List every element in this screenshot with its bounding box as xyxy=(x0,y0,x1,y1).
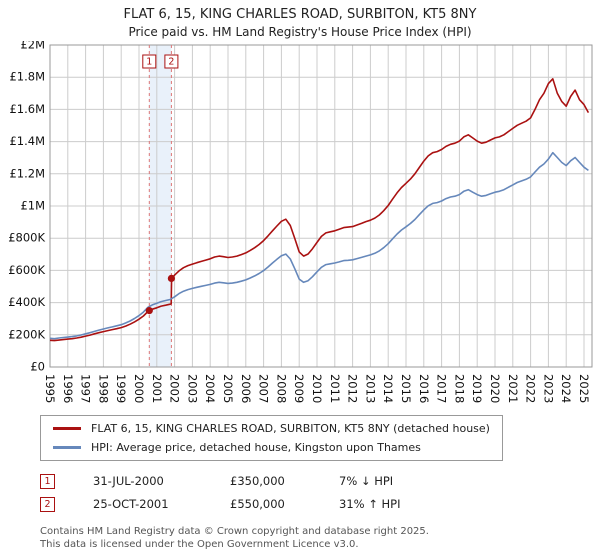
x-tick-label: 2016 xyxy=(417,374,431,403)
page-subtitle: Price paid vs. HM Land Registry's House … xyxy=(128,25,472,40)
y-tick-label: £600K xyxy=(8,263,45,277)
x-tick-label: 2004 xyxy=(203,374,217,403)
y-tick-label: £400K xyxy=(8,295,45,309)
y-tick-label: £200K xyxy=(8,327,45,341)
transaction-1-hpi-delta: 7% ↓ HPI xyxy=(339,474,394,489)
transaction-2-price: £550,000 xyxy=(230,497,285,512)
x-tick-label: 2021 xyxy=(506,374,520,403)
transaction-2-date: 25-OCT-2001 xyxy=(93,497,169,512)
x-tick-label: 2000 xyxy=(132,374,146,403)
x-tick-label: 2002 xyxy=(168,374,182,403)
y-tick-label: £1.4M xyxy=(9,134,45,148)
series-line-1 xyxy=(49,151,589,340)
transaction-list: 1 31-JUL-2000 £350,000 7% ↓ HPI 2 25-OCT… xyxy=(40,473,600,512)
footer-line-1: Contains HM Land Registry data © Crown c… xyxy=(40,525,429,537)
x-tick-label: 1997 xyxy=(79,374,93,403)
x-tick-label: 2003 xyxy=(185,374,199,403)
y-tick-label: £1M xyxy=(20,198,45,212)
legend-item-price-paid: FLAT 6, 15, KING CHARLES ROAD, SURBITON,… xyxy=(53,422,490,435)
transaction-2-hpi-delta: 31% ↑ HPI xyxy=(339,497,401,512)
hpi-line-swatch xyxy=(53,445,81,449)
x-tick-label: 1996 xyxy=(61,374,75,403)
x-tick-label: 2005 xyxy=(221,374,235,403)
x-tick-label: 2022 xyxy=(524,374,538,403)
x-tick-label: 2010 xyxy=(310,374,324,403)
x-tick-label: 2013 xyxy=(363,374,377,403)
transaction-1-price: £350,000 xyxy=(230,474,285,489)
x-tick-label: 2020 xyxy=(488,374,502,403)
x-tick-label: 2017 xyxy=(435,374,449,403)
x-tick-label: 2009 xyxy=(292,374,306,403)
x-tick-label: 2007 xyxy=(257,374,271,403)
sale-badge-2 xyxy=(164,54,179,69)
x-tick-label: 2012 xyxy=(346,374,360,403)
sale-badge-label-1: 1 xyxy=(146,57,152,68)
x-tick-label: 2025 xyxy=(577,374,591,403)
y-tick-label: £1.6M xyxy=(9,102,45,116)
page-title: FLAT 6, 15, KING CHARLES ROAD, SURBITON,… xyxy=(123,7,477,22)
chart-header: FLAT 6, 15, KING CHARLES ROAD, SURBITON,… xyxy=(0,0,600,41)
x-tick-label: 2008 xyxy=(274,374,288,403)
x-tick-label: 2015 xyxy=(399,374,413,403)
y-tick-label: £1.8M xyxy=(9,70,45,84)
sale-point-2 xyxy=(167,274,175,282)
legend-label-hpi: HPI: Average price, detached house, King… xyxy=(91,440,421,454)
license-footer: Contains HM Land Registry data © Crown c… xyxy=(40,525,600,551)
legend-label-price-paid: FLAT 6, 15, KING CHARLES ROAD, SURBITON,… xyxy=(91,421,490,435)
legend-item-hpi: HPI: Average price, detached house, King… xyxy=(53,441,490,454)
x-tick-label: 2019 xyxy=(470,374,484,403)
price-paid-line-swatch xyxy=(53,426,81,430)
x-tick-label: 1995 xyxy=(43,374,57,403)
sale-point-1 xyxy=(145,306,153,315)
x-tick-label: 2014 xyxy=(381,374,395,403)
transaction-2-marker-badge: 2 xyxy=(40,496,55,512)
x-tick-label: 2011 xyxy=(328,374,342,403)
x-tick-label: 2001 xyxy=(150,374,164,403)
sale-badge-1 xyxy=(142,54,157,69)
sale-badge-label-2: 2 xyxy=(168,57,174,68)
transaction-row-1: 1 31-JUL-2000 £350,000 7% ↓ HPI xyxy=(40,473,600,489)
footer-line-2: This data is licensed under the Open Gov… xyxy=(40,539,359,551)
y-tick-label: £800K xyxy=(8,231,45,245)
transaction-1-date: 31-JUL-2000 xyxy=(93,474,164,489)
x-tick-label: 2006 xyxy=(239,374,253,403)
legend: FLAT 6, 15, KING CHARLES ROAD, SURBITON,… xyxy=(40,414,503,461)
x-tick-label: 2018 xyxy=(452,374,466,403)
price-chart: 1 2 £0 £200K £400K £600K £800K £1M £1.2M £1.4M £1.… xyxy=(8,41,593,403)
y-tick-label: £0 xyxy=(30,359,45,373)
y-tick-label: £2M xyxy=(20,41,45,52)
plot-border xyxy=(49,44,593,368)
series-line-0 xyxy=(49,77,590,342)
x-tick-label: 2024 xyxy=(559,374,573,403)
transaction-row-2: 2 25-OCT-2001 £550,000 31% ↑ HPI xyxy=(40,496,600,512)
x-tick-label: 1999 xyxy=(114,374,128,403)
x-tick-label: 1998 xyxy=(96,374,110,403)
transaction-1-marker-badge: 1 xyxy=(40,473,55,489)
x-tick-label: 2023 xyxy=(541,374,555,403)
y-tick-label: £1.2M xyxy=(9,166,45,180)
